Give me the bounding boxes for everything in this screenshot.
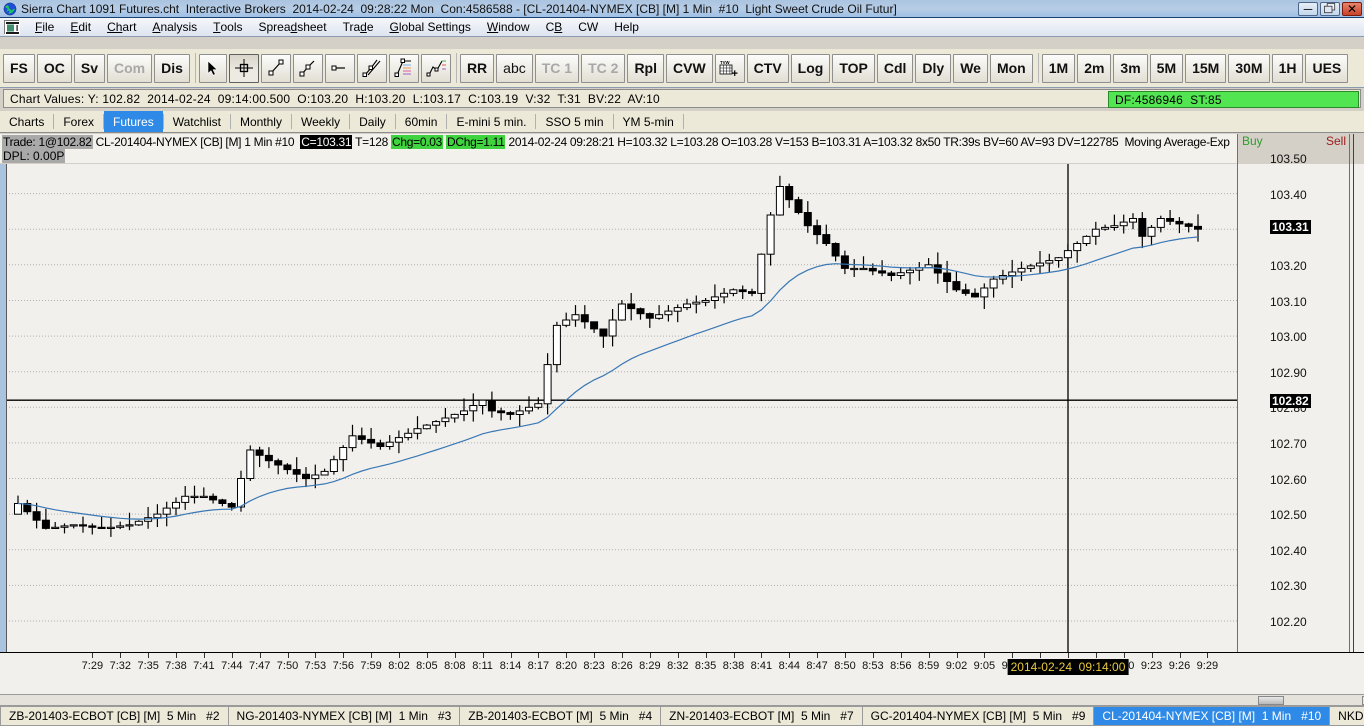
svg-text:TVW: TVW xyxy=(720,60,730,65)
svg-text:+: + xyxy=(731,68,737,79)
